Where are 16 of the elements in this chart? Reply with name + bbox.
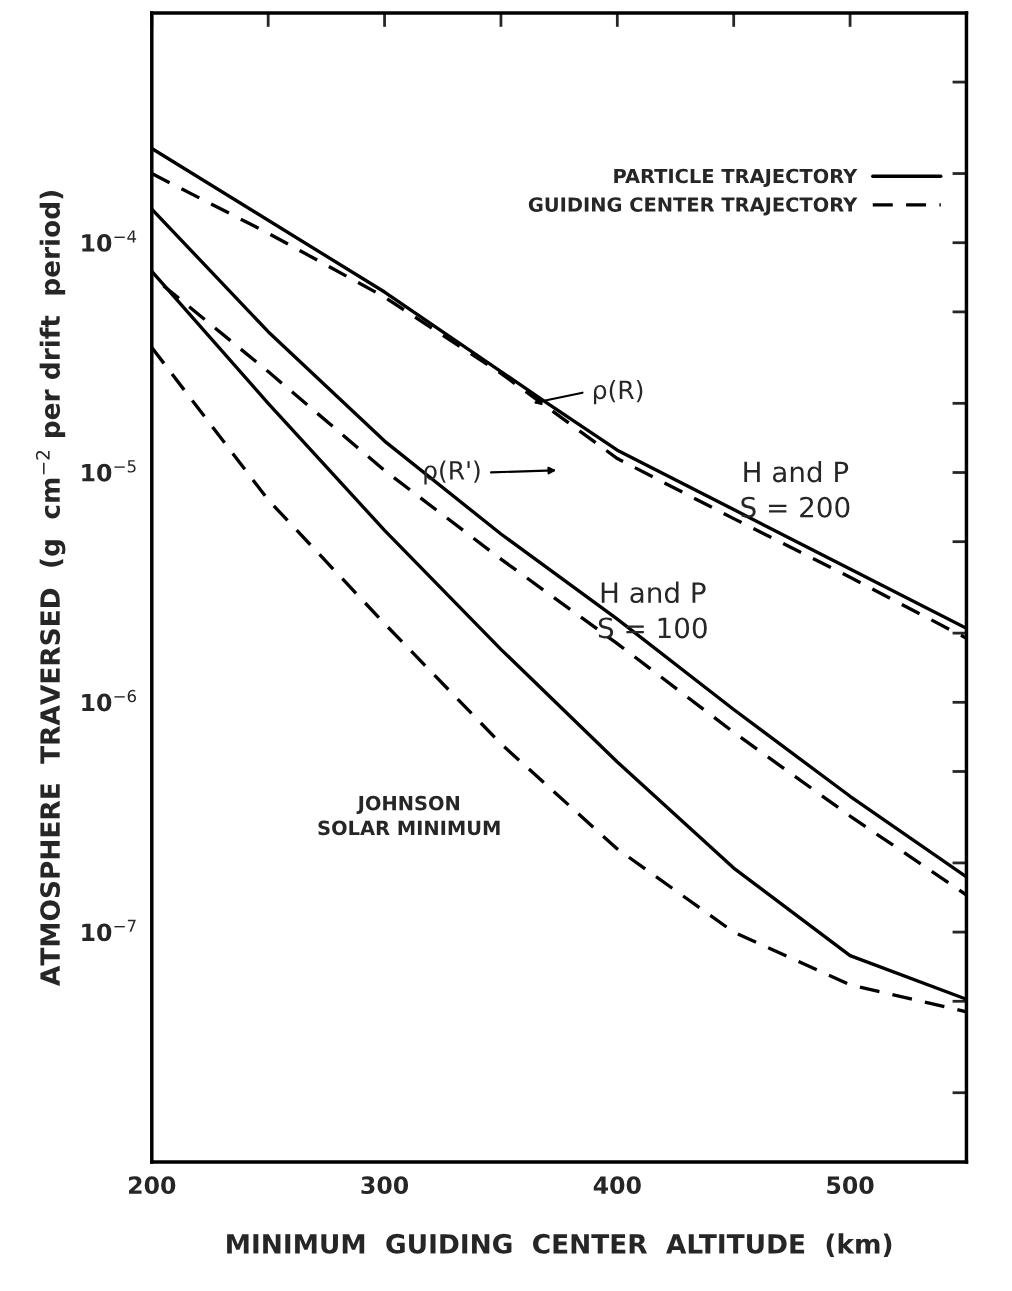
y-tick-label: 10$^{−7}$: [82, 919, 136, 942]
y-tick-label: 10$^{−5}$: [82, 460, 136, 482]
annotation: ρ(R): [593, 380, 643, 405]
annotation: JOHNSON SOLAR MINIMUM: [318, 795, 500, 836]
x-tick-label: 300: [361, 1176, 409, 1195]
legend-label: PARTICLE TRAJECTORY: [614, 168, 858, 187]
x-axis-title: MINIMUM GUIDING CENTER ALTITUDE (km): [227, 1233, 892, 1257]
x-tick-label: 200: [129, 1176, 176, 1195]
annotation: H and P S = 200: [741, 460, 850, 518]
legend-label: GUIDING CENTER TRAJECTORY: [528, 197, 858, 216]
y-tick-label: 10$^{−4}$: [82, 230, 137, 252]
y-axis-title: ATMOSPHERE TRAVERSED (g cm$^{−2}$ per drift period): [35, 191, 66, 987]
x-tick-label: 400: [593, 1176, 641, 1195]
y-tick-label: 10$^{−6}$: [82, 689, 136, 712]
x-tick-label: 500: [827, 1176, 874, 1195]
annotation: ρ(R'): [424, 460, 480, 485]
